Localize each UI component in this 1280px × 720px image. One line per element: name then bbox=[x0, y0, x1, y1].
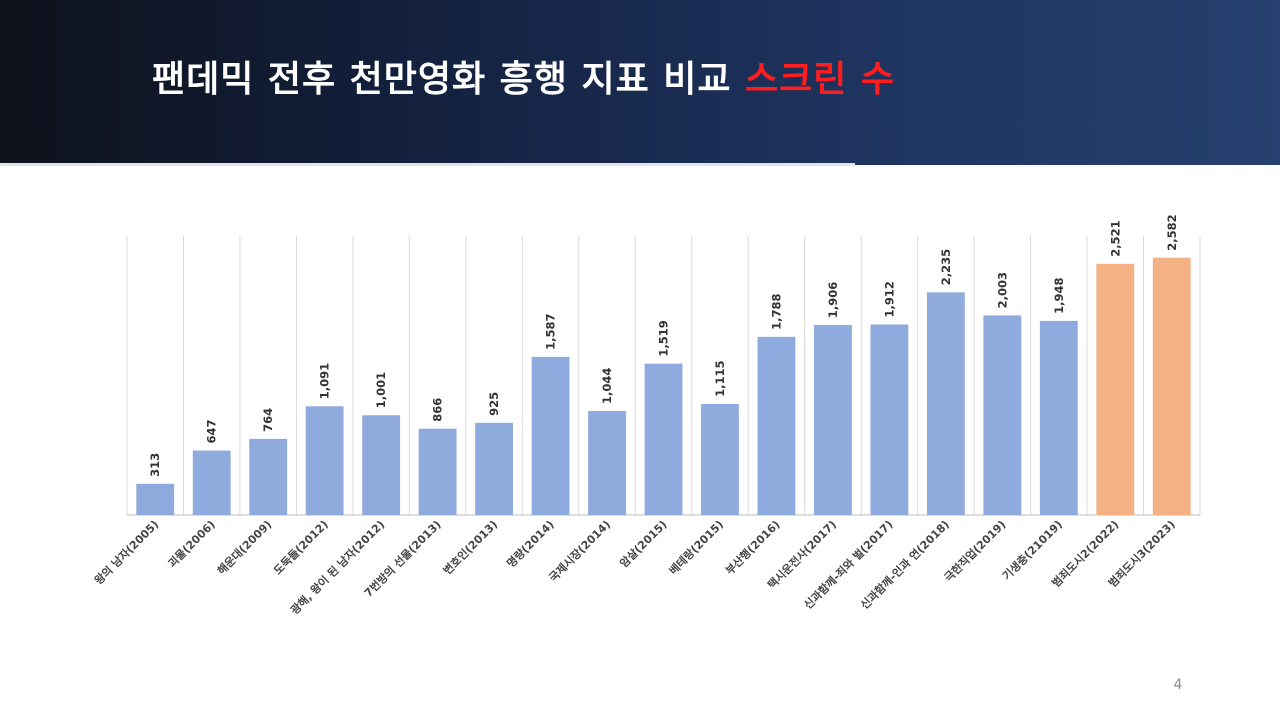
x-tick-label: 기생충(21019) bbox=[999, 517, 1065, 583]
bar-value-label: 2,003 bbox=[995, 272, 1009, 308]
x-tick-label: 도둑들(2012) bbox=[271, 518, 330, 577]
bar bbox=[475, 422, 513, 515]
bar-value-label: 1,001 bbox=[374, 372, 388, 408]
bar-value-label: 313 bbox=[148, 453, 162, 477]
bar-value-label: 1,115 bbox=[713, 361, 727, 397]
bar bbox=[362, 415, 401, 515]
x-tick-label: 명량(2014) bbox=[504, 517, 557, 570]
bar bbox=[192, 450, 231, 515]
bar bbox=[249, 438, 288, 515]
header-banner bbox=[0, 0, 1280, 165]
x-tick-label: 광해, 왕이 된 남자(2012) bbox=[287, 517, 387, 617]
bar bbox=[531, 356, 570, 515]
bar bbox=[136, 483, 175, 515]
bar-value-label: 1,948 bbox=[1052, 278, 1066, 314]
bar-value-label: 1,912 bbox=[882, 281, 896, 317]
bar bbox=[1039, 320, 1078, 515]
bar-value-label: 1,091 bbox=[318, 363, 332, 399]
slide-title-highlight: 스크린 수 bbox=[745, 59, 896, 100]
bar-value-label: 1,519 bbox=[657, 320, 671, 356]
x-tick-label: 부산행(2016) bbox=[722, 517, 782, 577]
bar-value-label: 925 bbox=[487, 392, 501, 416]
x-tick-label: 암살(2015) bbox=[617, 517, 670, 570]
bar bbox=[757, 336, 796, 515]
bar-value-label: 2,521 bbox=[1108, 220, 1122, 256]
bar bbox=[814, 325, 852, 515]
bar-value-label: 1,906 bbox=[826, 282, 840, 318]
bar-value-label: 2,582 bbox=[1165, 214, 1179, 250]
header-divider bbox=[0, 163, 855, 166]
bar-value-label: 1,587 bbox=[544, 313, 558, 349]
x-tick-label: 해운대(2009) bbox=[214, 517, 274, 577]
slide-title: 팬데믹 전후 천만영화 흥행 지표 비교 스크린 수 bbox=[152, 56, 895, 104]
bar bbox=[305, 406, 344, 515]
page-number: 4 bbox=[1173, 677, 1183, 693]
bar-value-label: 1,788 bbox=[769, 293, 783, 329]
bar bbox=[418, 428, 457, 515]
bar bbox=[926, 292, 965, 515]
x-tick-label: 왕의 남자(2005) bbox=[91, 517, 161, 587]
x-tick-label: 괴물(2006) bbox=[165, 517, 218, 570]
bar bbox=[701, 403, 739, 515]
bar-value-label: 1,044 bbox=[600, 368, 614, 404]
bar bbox=[870, 324, 909, 515]
x-tick-label: 베테랑(2015) bbox=[666, 517, 726, 577]
bar bbox=[644, 363, 683, 515]
bar bbox=[1096, 263, 1135, 515]
bar bbox=[588, 410, 626, 515]
bar-value-label: 764 bbox=[261, 408, 275, 432]
bar bbox=[1152, 257, 1191, 515]
x-tick-label: 변호인(2013) bbox=[440, 517, 500, 577]
bar-value-label: 2,235 bbox=[939, 249, 953, 285]
bar bbox=[983, 315, 1022, 515]
bar-value-label: 866 bbox=[431, 398, 445, 422]
slide-title-main: 팬데믹 전후 천만영화 흥행 지표 비교 bbox=[152, 59, 745, 100]
bar-value-label: 647 bbox=[205, 420, 219, 444]
